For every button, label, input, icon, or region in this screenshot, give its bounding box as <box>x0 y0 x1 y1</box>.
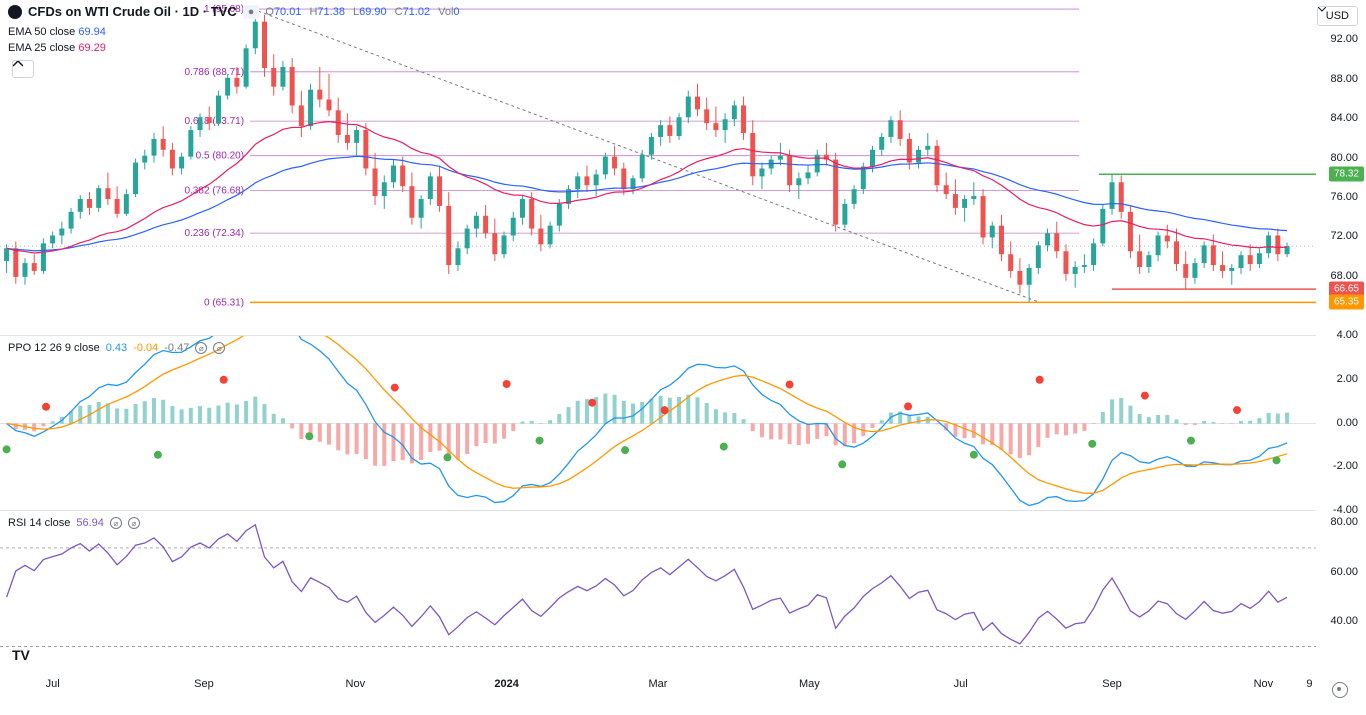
ppo-pane[interactable]: PPO 12 26 9 close 0.43 -0.04 -0.47 ⌀ ⌀ <box>0 335 1316 510</box>
ppo-legend[interactable]: PPO 12 26 9 close 0.43 -0.04 -0.47 ⌀ ⌀ <box>8 342 225 354</box>
x-tick: Mar <box>649 678 668 690</box>
ohlc-display: O70.01 H71.38 L69.90 C71.02 Vol0 <box>265 6 459 18</box>
x-tick: Nov <box>346 678 366 690</box>
y-tick: -2.00 <box>1333 460 1358 472</box>
symbol-icon <box>8 5 22 19</box>
price-pane[interactable]: 1 (95.08)0.786 (88.71)0.618 (83.71)0.5 (… <box>0 0 1316 335</box>
y-axis[interactable]: 65.3566.6568.0072.0076.0078.3280.0084.00… <box>1318 0 1366 670</box>
x-tick: Sep <box>1102 678 1122 690</box>
rsi-pane[interactable]: RSI 14 close 56.94 ⌀ ⌀ <box>0 510 1316 670</box>
svg-text:0.382 (76.68): 0.382 (76.68) <box>185 185 245 196</box>
rsi-legend[interactable]: RSI 14 close 56.94 ⌀ ⌀ <box>8 517 140 529</box>
chevron-down-icon <box>1318 7 1326 12</box>
svg-text:0.5 (80.20): 0.5 (80.20) <box>196 151 244 162</box>
tradingview-logo[interactable]: TV <box>12 647 30 663</box>
y-tick: 76.00 <box>1330 191 1358 203</box>
y-tick: 88.00 <box>1330 73 1358 85</box>
svg-text:0.236 (72.34): 0.236 (72.34) <box>185 228 245 239</box>
hide-icon[interactable]: ⌀ <box>213 342 225 354</box>
ema25-legend[interactable]: EMA 25 close 69.29 <box>8 42 106 54</box>
y-tick: -4.00 <box>1333 504 1358 516</box>
y-tick: 68.00 <box>1330 270 1358 282</box>
y-tick: 80.00 <box>1330 516 1358 528</box>
x-tick: Jul <box>954 678 968 690</box>
svg-text:0.618 (83.71): 0.618 (83.71) <box>185 116 245 127</box>
y-tick: 60.00 <box>1330 566 1358 578</box>
svg-text:0.786 (88.71): 0.786 (88.71) <box>185 67 245 78</box>
y-tick: 4.00 <box>1337 329 1358 341</box>
target-icon <box>1332 682 1346 696</box>
timeframe-badge[interactable]: ● <box>243 5 260 19</box>
svg-text:0 (65.31): 0 (65.31) <box>204 297 244 308</box>
x-tick: 9 <box>1306 678 1312 690</box>
y-tick: 80.00 <box>1330 152 1358 164</box>
collapse-legends-button[interactable] <box>12 60 34 78</box>
x-tick: Nov <box>1254 678 1274 690</box>
y-tick: 84.00 <box>1330 112 1358 124</box>
chart-header: CFDs on WTI Crude Oil · 1D · TVC ● O70.0… <box>8 4 460 19</box>
chart-container: CFDs on WTI Crude Oil · 1D · TVC ● O70.0… <box>0 0 1366 715</box>
currency-selector[interactable]: USD <box>1317 6 1358 26</box>
price-tag: 78.32 <box>1329 167 1364 182</box>
chevron-up-icon <box>13 61 23 67</box>
hide-icon[interactable]: ⌀ <box>128 517 140 529</box>
y-tick: 2.00 <box>1337 373 1358 385</box>
y-tick: 72.00 <box>1330 230 1358 242</box>
symbol-title[interactable]: CFDs on WTI Crude Oil · 1D · TVC <box>28 4 237 19</box>
settings-icon[interactable]: ⌀ <box>110 517 122 529</box>
y-tick: 40.00 <box>1330 615 1358 627</box>
y-tick: 0.00 <box>1337 417 1358 429</box>
x-tick: May <box>799 678 820 690</box>
time-axis[interactable]: Jul Sep Nov 2024 Mar May Jul Sep Nov 9 <box>0 670 1316 700</box>
x-tick: Sep <box>194 678 214 690</box>
x-tick: 2024 <box>494 678 518 690</box>
y-tick: 92.00 <box>1330 33 1358 45</box>
ema50-legend[interactable]: EMA 50 close 69.94 <box>8 26 106 38</box>
price-tag: 65.35 <box>1329 294 1364 309</box>
goto-date-button[interactable] <box>1332 682 1348 698</box>
settings-icon[interactable]: ⌀ <box>195 342 207 354</box>
x-tick: Jul <box>46 678 60 690</box>
